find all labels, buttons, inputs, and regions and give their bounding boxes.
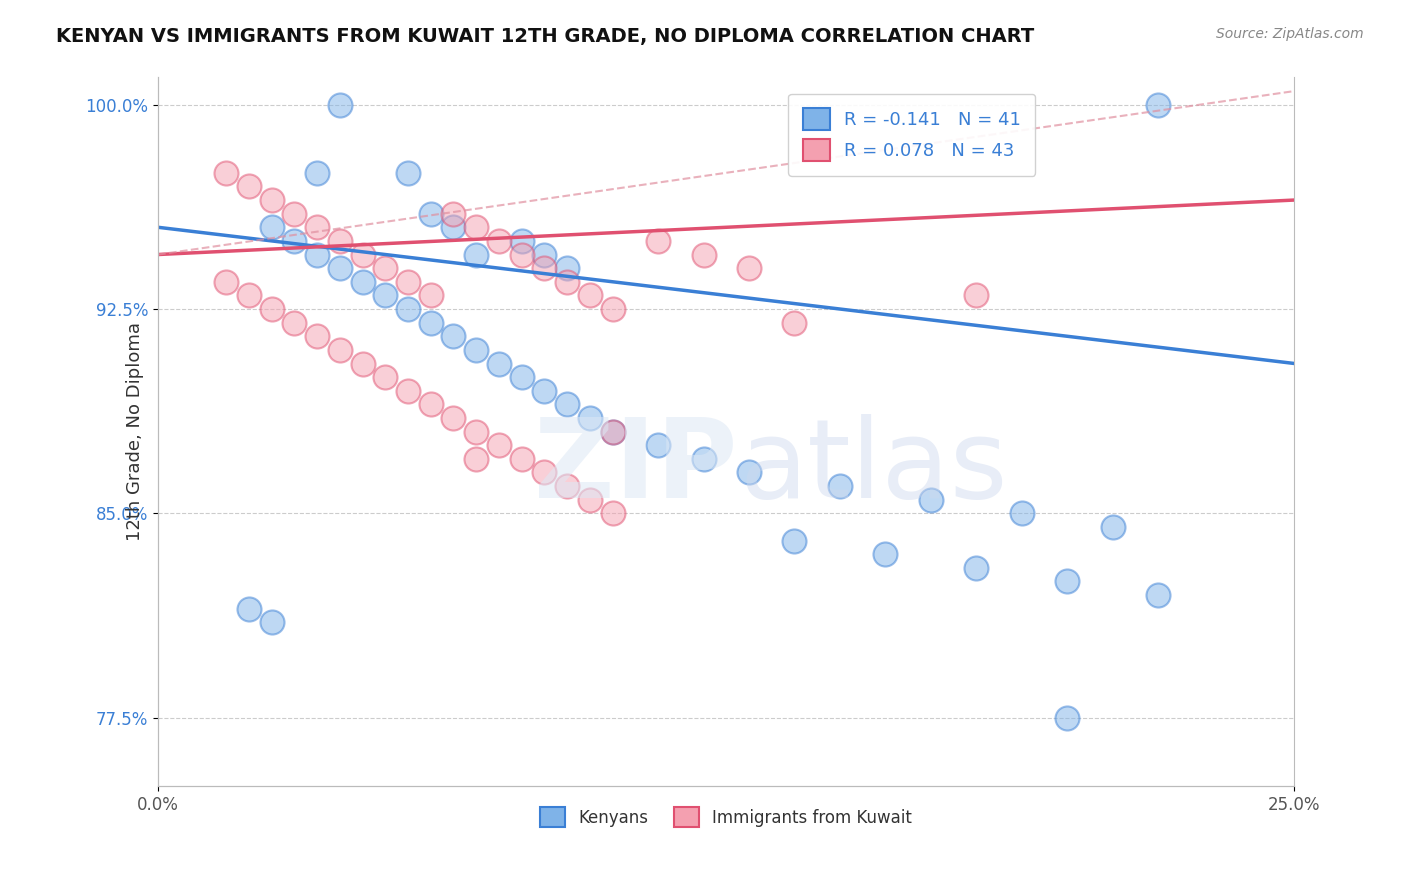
Point: [260, 615, 283, 630]
Point: [374, 288, 396, 302]
Point: [783, 316, 806, 330]
Point: [374, 370, 396, 384]
Text: ZIP: ZIP: [534, 414, 737, 521]
Point: [579, 492, 602, 507]
Point: [579, 411, 602, 425]
Point: [602, 506, 624, 520]
Point: [533, 247, 555, 261]
Point: [329, 261, 352, 276]
Point: [1147, 588, 1170, 602]
Point: [510, 451, 533, 466]
Point: [1101, 520, 1123, 534]
Text: KENYAN VS IMMIGRANTS FROM KUWAIT 12TH GRADE, NO DIPLOMA CORRELATION CHART: KENYAN VS IMMIGRANTS FROM KUWAIT 12TH GR…: [56, 27, 1035, 45]
Point: [488, 438, 510, 452]
Point: [602, 425, 624, 439]
Point: [783, 533, 806, 548]
Point: [692, 247, 714, 261]
Point: [465, 425, 488, 439]
Point: [602, 301, 624, 316]
Point: [374, 261, 396, 276]
Point: [443, 220, 465, 235]
Point: [579, 288, 602, 302]
Point: [260, 193, 283, 207]
Point: [875, 547, 897, 561]
Point: [419, 397, 441, 411]
Point: [443, 411, 465, 425]
Point: [443, 207, 465, 221]
Point: [920, 492, 942, 507]
Point: [215, 166, 238, 180]
Legend: Kenyans, Immigrants from Kuwait: Kenyans, Immigrants from Kuwait: [534, 800, 918, 834]
Point: [307, 220, 329, 235]
Point: [238, 601, 260, 615]
Point: [396, 384, 419, 398]
Point: [647, 234, 669, 248]
Point: [238, 179, 260, 194]
Point: [510, 234, 533, 248]
Point: [352, 247, 374, 261]
Point: [692, 451, 714, 466]
Point: [465, 343, 488, 357]
Point: [329, 97, 352, 112]
Point: [965, 288, 987, 302]
Point: [352, 275, 374, 289]
Point: [238, 288, 260, 302]
Point: [307, 247, 329, 261]
Point: [396, 275, 419, 289]
Point: [1147, 97, 1170, 112]
Point: [419, 316, 441, 330]
Point: [555, 397, 578, 411]
Point: [533, 466, 555, 480]
Point: [647, 438, 669, 452]
Point: [555, 261, 578, 276]
Point: [283, 207, 305, 221]
Point: [465, 451, 488, 466]
Point: [396, 301, 419, 316]
Y-axis label: 12th Grade, No Diploma: 12th Grade, No Diploma: [127, 322, 145, 541]
Point: [828, 479, 851, 493]
Point: [465, 247, 488, 261]
Point: [510, 370, 533, 384]
Point: [738, 261, 761, 276]
Point: [465, 220, 488, 235]
Point: [260, 301, 283, 316]
Point: [352, 357, 374, 371]
Point: [555, 275, 578, 289]
Point: [260, 220, 283, 235]
Text: atlas: atlas: [740, 414, 1008, 521]
Point: [1011, 506, 1033, 520]
Point: [419, 207, 441, 221]
Point: [443, 329, 465, 343]
Text: Source: ZipAtlas.com: Source: ZipAtlas.com: [1216, 27, 1364, 41]
Point: [215, 275, 238, 289]
Point: [307, 329, 329, 343]
Point: [283, 316, 305, 330]
Point: [396, 166, 419, 180]
Point: [329, 234, 352, 248]
Point: [307, 166, 329, 180]
Point: [965, 561, 987, 575]
Point: [488, 234, 510, 248]
Point: [533, 384, 555, 398]
Point: [488, 357, 510, 371]
Point: [555, 479, 578, 493]
Point: [1056, 711, 1078, 725]
Point: [510, 247, 533, 261]
Point: [533, 261, 555, 276]
Point: [602, 425, 624, 439]
Point: [738, 466, 761, 480]
Point: [329, 343, 352, 357]
Point: [419, 288, 441, 302]
Point: [1056, 574, 1078, 589]
Point: [283, 234, 305, 248]
